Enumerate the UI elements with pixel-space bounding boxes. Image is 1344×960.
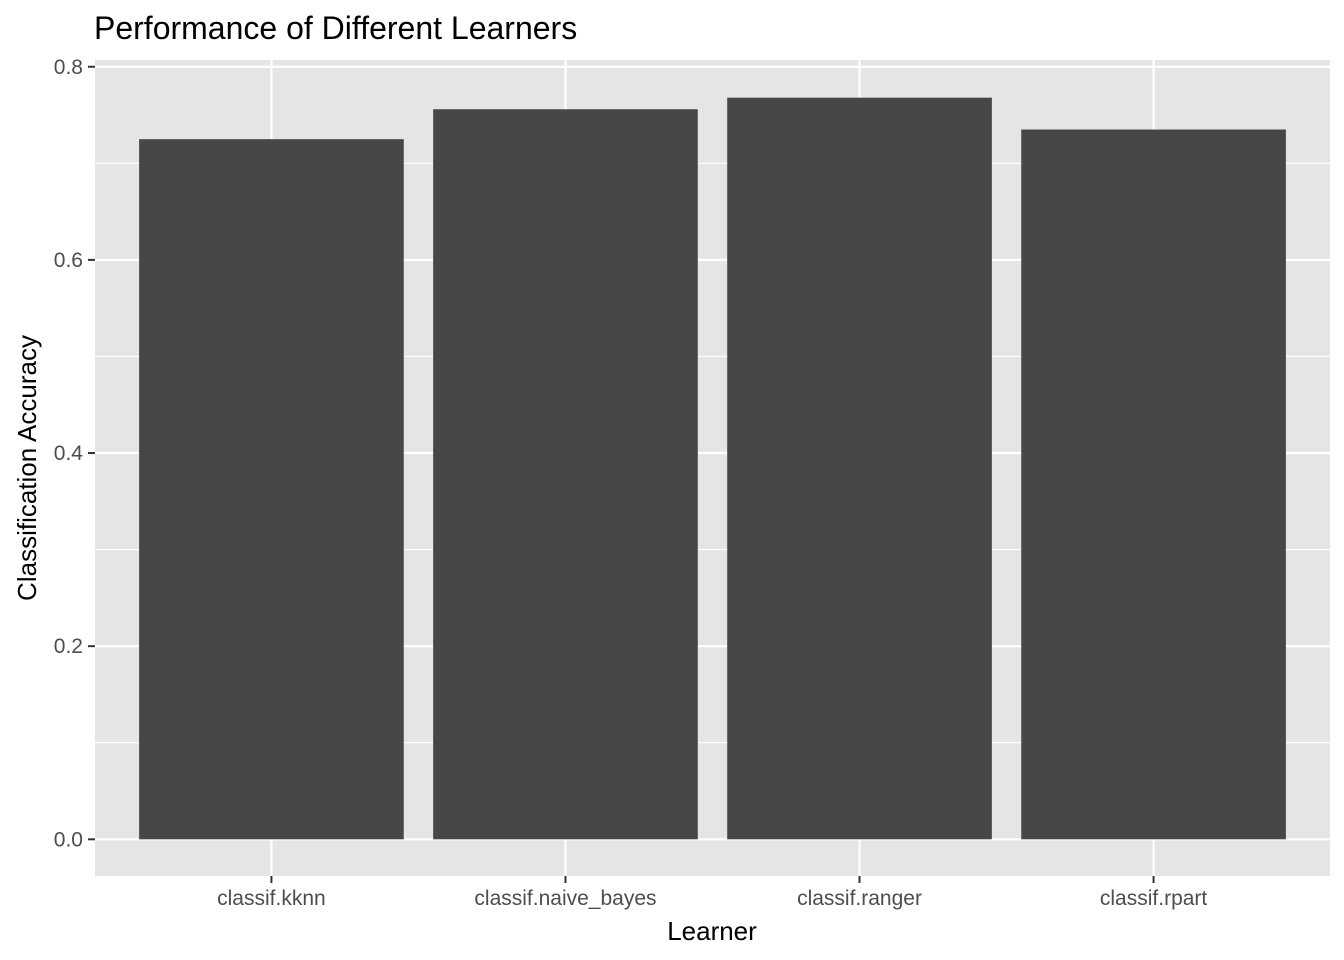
x-axis: classif.kknn classif.naive_bayes classif.r… <box>217 876 1207 910</box>
bar <box>433 109 698 840</box>
bar <box>727 97 992 840</box>
x-tick-label: classif.naive_bayes <box>474 887 656 910</box>
y-tick-label: 0.8 <box>54 56 83 79</box>
bar <box>1021 129 1286 840</box>
x-tick-label: classif.kknn <box>217 887 326 910</box>
y-tick-label: 0.6 <box>54 249 83 272</box>
x-tick-label: classif.ranger <box>797 887 922 910</box>
x-axis-title: Learner <box>667 916 757 946</box>
y-tick-label: 0.0 <box>54 828 83 851</box>
chart-title: Performance of Different Learners <box>94 10 577 46</box>
bars <box>139 97 1286 840</box>
y-tick-label: 0.2 <box>54 635 83 658</box>
y-axis: 0.0 0.2 0.4 0.6 0.8 <box>54 56 95 851</box>
y-tick-label: 0.4 <box>54 442 84 465</box>
y-axis-title: Classification Accuracy <box>12 335 42 601</box>
bar <box>139 139 404 840</box>
x-tick-label: classif.rpart <box>1100 887 1208 910</box>
